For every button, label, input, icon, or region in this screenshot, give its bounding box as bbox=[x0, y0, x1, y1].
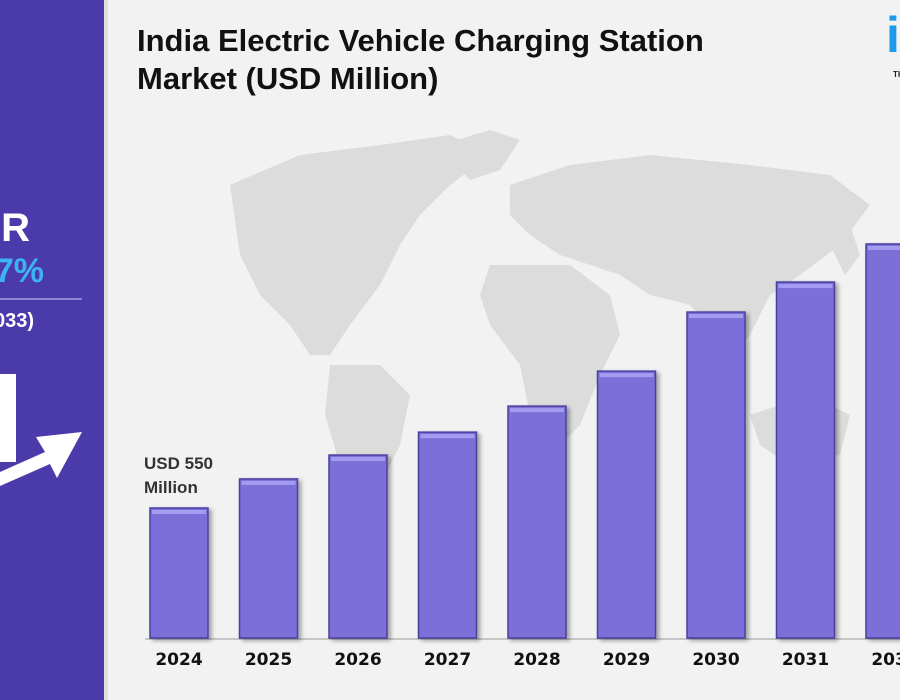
x-tick-label-2029: 2029 bbox=[603, 650, 650, 670]
bar-highlight-2027 bbox=[420, 434, 475, 439]
cagr-period: (2025-2033) bbox=[0, 310, 34, 332]
bar-2029 bbox=[596, 370, 657, 639]
annotation-line-2: Million bbox=[144, 478, 198, 497]
sidebar-edge bbox=[104, 0, 108, 700]
first-bar-annotation: USD 550 Million bbox=[144, 452, 213, 500]
bar-2025 bbox=[238, 478, 299, 639]
bar-2032 bbox=[865, 243, 900, 639]
bar-2030 bbox=[686, 311, 746, 639]
x-tick-label-2027: 2027 bbox=[424, 650, 471, 670]
x-tick-label-2031: 2031 bbox=[782, 650, 829, 670]
x-tick-label-2030: 2030 bbox=[692, 650, 739, 670]
bar-2028 bbox=[507, 405, 567, 639]
title-line-2: Market (USD Million) bbox=[137, 61, 439, 96]
bar-2026 bbox=[328, 454, 388, 639]
x-tick-label-2026: 2026 bbox=[334, 650, 381, 670]
growth-arrow-icon bbox=[0, 374, 82, 486]
cagr-value: 13.7% bbox=[0, 252, 44, 290]
bar-2031 bbox=[775, 281, 836, 639]
bar-highlight-2026 bbox=[331, 457, 385, 462]
bar-highlight-2025 bbox=[241, 480, 296, 485]
x-tick-label-2032: 2032 bbox=[871, 650, 900, 670]
brand-logo: i bbox=[886, 7, 900, 63]
cagr-label: CAGR bbox=[0, 206, 30, 250]
bar-highlight-2030 bbox=[689, 314, 743, 319]
x-tick-label-2028: 2028 bbox=[513, 650, 560, 670]
x-tick-label-2025: 2025 bbox=[245, 650, 292, 670]
brand-logo-tag: TH bbox=[893, 70, 900, 79]
bar-highlight-2032 bbox=[868, 245, 900, 250]
bar-highlight-2024 bbox=[152, 510, 206, 514]
cagr-divider bbox=[0, 298, 82, 300]
bar-highlight-2028 bbox=[510, 408, 564, 413]
cagr-sidebar: CAGR 13.7% (2025-2033) bbox=[0, 0, 104, 700]
bar-2027 bbox=[417, 431, 478, 639]
bar-highlight-2029 bbox=[599, 373, 654, 378]
annotation-line-1: USD 550 bbox=[144, 454, 213, 473]
chart-title: India Electric Vehicle Charging Station … bbox=[137, 22, 837, 98]
title-line-1: India Electric Vehicle Charging Station bbox=[137, 23, 704, 58]
bar-2024 bbox=[149, 507, 209, 639]
bar-highlight-2031 bbox=[778, 284, 833, 289]
x-tick-label-2024: 2024 bbox=[155, 650, 202, 670]
